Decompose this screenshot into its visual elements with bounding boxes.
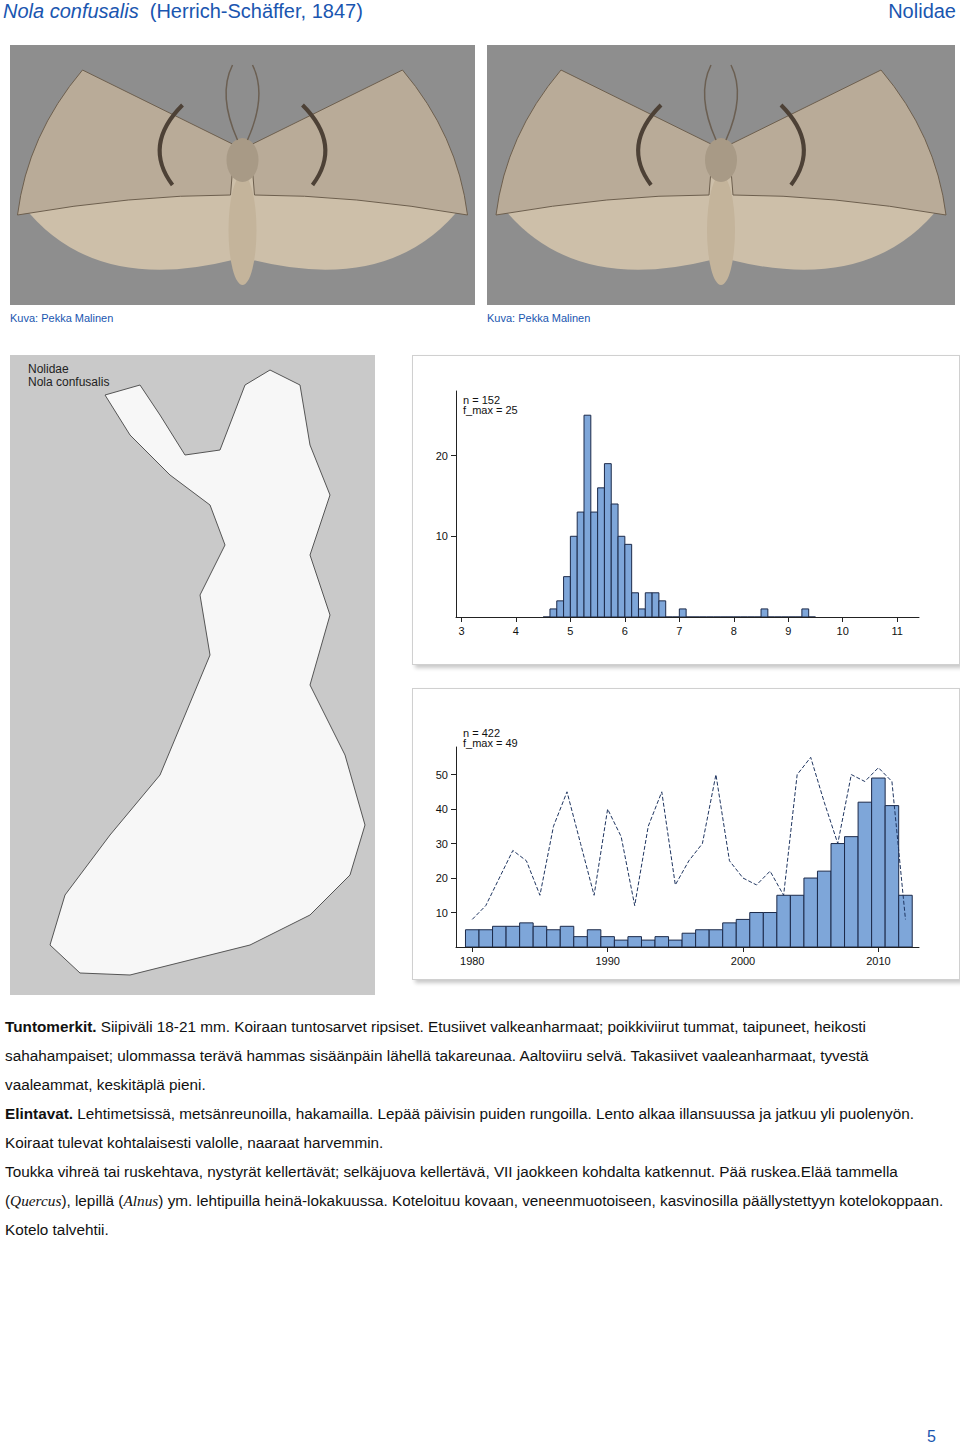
html-text:Tuntomerkit. Siipiväli 18-21 m: Tuntomerkit. Siipiväli 18-21 mm. Koiraan… — [5, 1018, 869, 1093]
svg-text:1990: 1990 — [595, 955, 619, 967]
svg-text:50: 50 — [436, 769, 448, 781]
html-text:Nola confusalis: Nola confusalis — [3, 0, 139, 22]
svg-text:10: 10 — [837, 625, 849, 637]
svg-text:10: 10 — [436, 530, 448, 542]
svg-text:20: 20 — [436, 450, 448, 462]
html-text:Kuva: Pekka Malinen: Kuva: Pekka Malinen — [487, 312, 591, 324]
html-text:Nolidae: Nolidae — [28, 362, 69, 376]
svg-text:40: 40 — [436, 803, 448, 815]
svg-text:9: 9 — [785, 625, 791, 637]
svg-text:30: 30 — [436, 838, 448, 850]
svg-text:10: 10 — [436, 907, 448, 919]
svg-text:1980: 1980 — [460, 955, 484, 967]
html-text:5: 5 — [927, 1428, 936, 1445]
svg-text:n = 152: n = 152 — [463, 393, 500, 406]
svg-text:6: 6 — [622, 625, 628, 637]
svg-text:5: 5 — [567, 625, 573, 637]
svg-text:f_max = 25: f_max = 25 — [463, 404, 518, 416]
html-text:Toukka vihreä tai ruskehtava,: Toukka vihreä tai ruskehtava, nystyrät k… — [5, 1163, 944, 1238]
html-text:(Herrich-Schäffer, 1847): (Herrich-Schäffer, 1847) — [149, 0, 363, 22]
svg-text:2010: 2010 — [866, 955, 890, 967]
html-text:Elintavat. Lehtimetsissä, mets: Elintavat. Lehtimetsissä, metsänreunoill… — [5, 1105, 914, 1151]
svg-text:7: 7 — [676, 625, 682, 637]
svg-text:4: 4 — [513, 625, 519, 637]
svg-text:f_max = 49: f_max = 49 — [463, 737, 518, 749]
svg-text:11: 11 — [892, 625, 903, 637]
svg-text:n = 422: n = 422 — [463, 726, 500, 739]
html-text:Kuva: Pekka Malinen: Kuva: Pekka Malinen — [10, 312, 114, 324]
svg-text:3: 3 — [458, 625, 464, 637]
html-text:Nola confusalis: Nola confusalis — [28, 375, 110, 389]
svg-text:8: 8 — [731, 625, 737, 637]
svg-text:20: 20 — [436, 872, 448, 884]
html-text:Nolidae: Nolidae — [888, 0, 956, 22]
svg-text:2000: 2000 — [731, 955, 755, 967]
